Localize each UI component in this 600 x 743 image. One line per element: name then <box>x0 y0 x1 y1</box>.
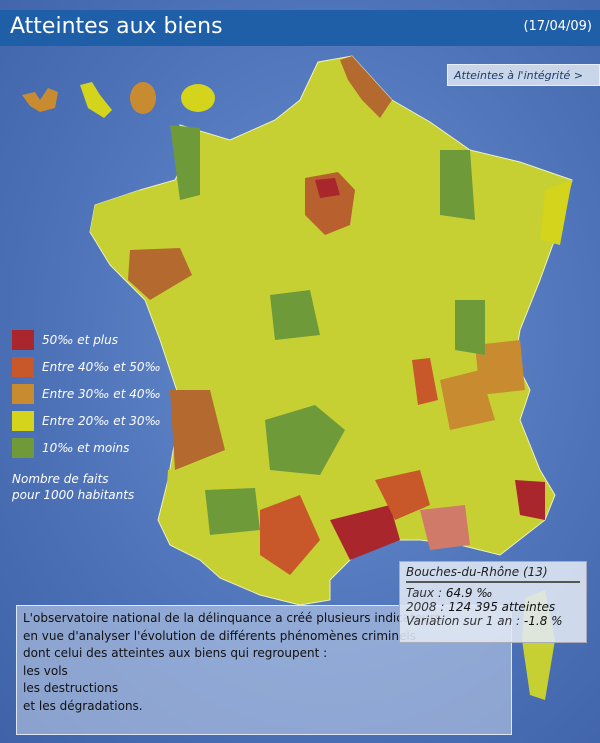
legend-item: 10‰ et moins <box>12 434 161 461</box>
legend-note-line: Nombre de faits <box>12 472 109 486</box>
dept-ain[interactable] <box>455 300 485 355</box>
legend-swatch <box>12 410 34 431</box>
year-label: 2008 : <box>406 600 445 614</box>
overseas-martinique[interactable] <box>80 82 112 118</box>
overseas-guadeloupe[interactable] <box>22 88 58 112</box>
description-line: L'observatoire national de la délinquanc… <box>23 611 442 625</box>
date-label: (17/04/09) <box>523 19 592 34</box>
year-value: 124 395 atteintes <box>448 600 556 614</box>
dept-alpes-maritimes[interactable] <box>515 480 545 520</box>
department-tooltip: Bouches-du-Rhône (13) Taux : 64.9 ‰ 2008… <box>399 561 587 643</box>
header-bar: Atteintes aux biens (17/04/09) <box>0 10 600 46</box>
description-line: et les dégradations. <box>23 698 143 713</box>
dept-savoie[interactable] <box>475 340 525 395</box>
page-title: Atteintes aux biens <box>10 14 223 39</box>
tooltip-variation: Variation sur 1 an : -1.8 % <box>406 614 580 628</box>
legend-label: Entre 20‰ et 30‰ <box>42 413 161 428</box>
dept-haute-garonne[interactable] <box>260 495 320 575</box>
description-line: dont celui des atteintes aux biens qui r… <box>23 646 328 660</box>
dept-paris[interactable] <box>315 178 340 198</box>
legend-swatch <box>12 329 34 350</box>
tooltip-rate: Taux : 64.9 ‰ <box>406 586 580 600</box>
dept-alsace[interactable] <box>540 180 572 245</box>
legend-item: 50‰ et plus <box>12 326 161 353</box>
dept-finistere[interactable] <box>90 190 140 240</box>
dept-marne[interactable] <box>440 150 475 220</box>
legend-item: Entre 30‰ et 40‰ <box>12 380 161 407</box>
mainland-france[interactable] <box>89 55 573 606</box>
legend-note: Nombre de faits pour 1000 habitants <box>12 471 161 503</box>
variation-value: -1.8 % <box>523 614 563 628</box>
atteintes-integrite-button[interactable]: Atteintes à l'intégrité > <box>447 64 600 86</box>
legend: 50‰ et plus Entre 40‰ et 50‰ Entre 30‰ e… <box>12 326 161 503</box>
rate-label: Taux : <box>406 586 442 600</box>
legend-label: Entre 40‰ et 50‰ <box>42 359 161 374</box>
dept-creuse[interactable] <box>270 290 320 340</box>
legend-swatch <box>12 383 34 404</box>
legend-label: 50‰ et plus <box>42 332 118 347</box>
dept-bouches-du-rhone[interactable] <box>420 505 470 550</box>
dept-loire-atlantique[interactable] <box>128 248 192 300</box>
variation-label: Variation sur 1 an : <box>406 614 521 628</box>
overseas-guyane[interactable] <box>130 82 156 114</box>
dept-herault[interactable] <box>330 505 400 560</box>
legend-label: 10‰ et moins <box>42 440 130 455</box>
description-line: en vue d'analyser l'évolution de différe… <box>23 628 416 643</box>
description-line: les destructions <box>23 681 119 695</box>
tooltip-year: 2008 : 124 395 atteintes <box>406 600 580 614</box>
dept-manche[interactable] <box>170 125 200 200</box>
legend-item: Entre 40‰ et 50‰ <box>12 353 161 380</box>
description-line: les vols <box>23 663 68 678</box>
dept-pyrenees-atlantiques[interactable] <box>205 488 260 535</box>
overseas-reunion[interactable] <box>181 84 215 112</box>
legend-swatch <box>12 437 34 458</box>
rate-value: 64.9 ‰ <box>445 586 493 600</box>
legend-note-line: pour 1000 habitants <box>12 488 135 502</box>
dept-rhone[interactable] <box>412 358 438 405</box>
legend-item: Entre 20‰ et 30‰ <box>12 407 161 434</box>
dept-correze[interactable] <box>265 405 345 475</box>
dept-gard[interactable] <box>375 470 430 520</box>
dept-gironde[interactable] <box>170 390 225 470</box>
tooltip-title: Bouches-du-Rhône (13) <box>406 565 580 583</box>
dept-nord[interactable] <box>340 56 392 118</box>
legend-swatch <box>12 356 34 377</box>
dept-landes[interactable] <box>165 470 220 520</box>
legend-label: Entre 30‰ et 40‰ <box>42 386 161 401</box>
